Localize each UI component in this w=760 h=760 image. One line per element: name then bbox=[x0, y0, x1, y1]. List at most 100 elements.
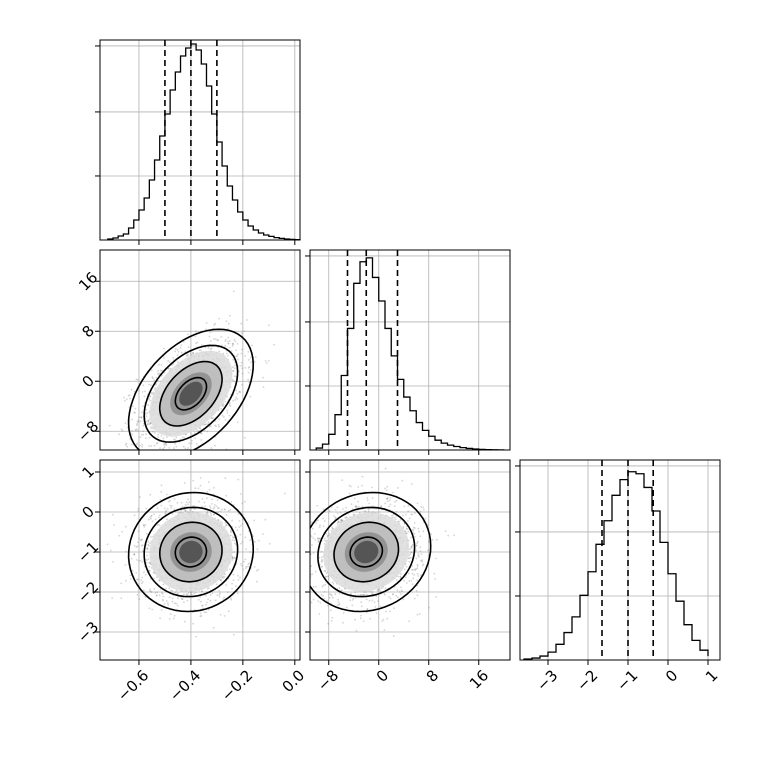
sample-point bbox=[238, 520, 241, 522]
sample-point bbox=[174, 442, 177, 445]
sample-point bbox=[375, 595, 378, 598]
sample-point bbox=[324, 575, 327, 578]
sample-point bbox=[234, 399, 237, 401]
y-tick-label: −8 bbox=[74, 417, 102, 445]
sample-point bbox=[179, 455, 181, 457]
sample-point bbox=[171, 455, 173, 457]
sample-point bbox=[164, 443, 167, 445]
sample-point bbox=[434, 578, 436, 580]
sample-point bbox=[316, 504, 319, 507]
sample-point bbox=[253, 519, 256, 522]
sample-point bbox=[177, 361, 180, 363]
sample-point bbox=[334, 509, 337, 511]
y-tick-label: 16 bbox=[75, 268, 101, 294]
sample-point bbox=[417, 553, 420, 555]
sample-point bbox=[242, 568, 245, 571]
sample-point bbox=[183, 593, 185, 596]
sample-point bbox=[262, 386, 265, 389]
sample-point bbox=[416, 540, 419, 543]
sample-point bbox=[168, 596, 171, 599]
sample-point bbox=[186, 333, 189, 336]
sample-point bbox=[140, 416, 143, 419]
sample-point bbox=[242, 518, 244, 521]
sample-point bbox=[223, 416, 225, 418]
sample-point bbox=[121, 429, 124, 432]
sample-point bbox=[249, 551, 252, 553]
sample-point bbox=[231, 587, 233, 590]
sample-point bbox=[146, 422, 149, 425]
y-tick-label: −3 bbox=[74, 618, 102, 646]
sample-point bbox=[171, 458, 173, 460]
sample-point bbox=[184, 510, 187, 513]
sample-point bbox=[233, 539, 236, 542]
sample-point bbox=[191, 439, 193, 442]
sample-point bbox=[234, 340, 237, 343]
sample-point bbox=[144, 390, 146, 393]
sample-point bbox=[129, 574, 132, 577]
sample-point bbox=[413, 533, 416, 535]
sample-point bbox=[354, 505, 357, 508]
sample-point bbox=[207, 347, 210, 349]
contour-line bbox=[143, 506, 239, 598]
sample-point bbox=[326, 536, 329, 538]
sample-point bbox=[344, 510, 347, 513]
sample-point bbox=[303, 569, 305, 571]
sample-point bbox=[187, 346, 190, 349]
sample-point bbox=[416, 502, 419, 505]
sample-point bbox=[411, 513, 414, 516]
sample-point bbox=[379, 589, 381, 592]
sample-point bbox=[230, 501, 233, 503]
sample-point bbox=[345, 606, 348, 609]
sample-point bbox=[215, 583, 218, 586]
sample-point bbox=[447, 534, 450, 537]
sample-point bbox=[184, 503, 187, 506]
sample-point bbox=[153, 577, 156, 580]
sample-point bbox=[386, 497, 388, 500]
sample-point bbox=[199, 596, 202, 598]
sample-point bbox=[136, 442, 139, 445]
sample-point bbox=[173, 614, 176, 617]
sample-point bbox=[244, 355, 247, 357]
sample-point bbox=[168, 447, 171, 449]
sample-point bbox=[396, 589, 399, 592]
sample-point bbox=[145, 473, 147, 475]
sample-point bbox=[142, 589, 145, 592]
sample-point bbox=[197, 430, 199, 433]
sample-point bbox=[148, 545, 150, 547]
sample-point bbox=[405, 525, 408, 528]
sample-point bbox=[229, 405, 232, 407]
sample-point bbox=[188, 501, 191, 503]
sample-point bbox=[315, 585, 317, 588]
contour-line bbox=[333, 521, 400, 583]
sample-point bbox=[120, 582, 123, 585]
sample-point bbox=[216, 339, 219, 341]
sample-point bbox=[250, 361, 252, 363]
sample-point bbox=[334, 593, 337, 596]
contour-line bbox=[317, 506, 416, 598]
sample-point bbox=[219, 613, 222, 616]
sample-point bbox=[313, 533, 316, 535]
sample-point bbox=[317, 519, 319, 522]
sample-point bbox=[139, 444, 141, 447]
sample-point bbox=[169, 499, 172, 502]
sample-point bbox=[336, 523, 339, 525]
sample-point bbox=[389, 610, 391, 613]
sample-point bbox=[191, 433, 194, 436]
sample-point bbox=[332, 527, 334, 530]
sample-point bbox=[236, 355, 239, 357]
sample-point bbox=[359, 617, 362, 620]
sample-point bbox=[389, 597, 392, 600]
sample-point bbox=[123, 396, 125, 399]
sample-point bbox=[315, 522, 317, 524]
sample-point bbox=[317, 539, 320, 542]
sample-point bbox=[138, 537, 141, 540]
sample-point bbox=[305, 559, 307, 561]
sample-point bbox=[238, 390, 241, 393]
sample-point bbox=[148, 445, 151, 447]
sample-point bbox=[147, 404, 150, 407]
sample-point bbox=[239, 576, 241, 579]
x-tick-label: 0 bbox=[373, 666, 392, 685]
sample-point bbox=[135, 428, 138, 430]
sample-point bbox=[217, 507, 220, 509]
x-tick-label: −3 bbox=[533, 666, 561, 694]
